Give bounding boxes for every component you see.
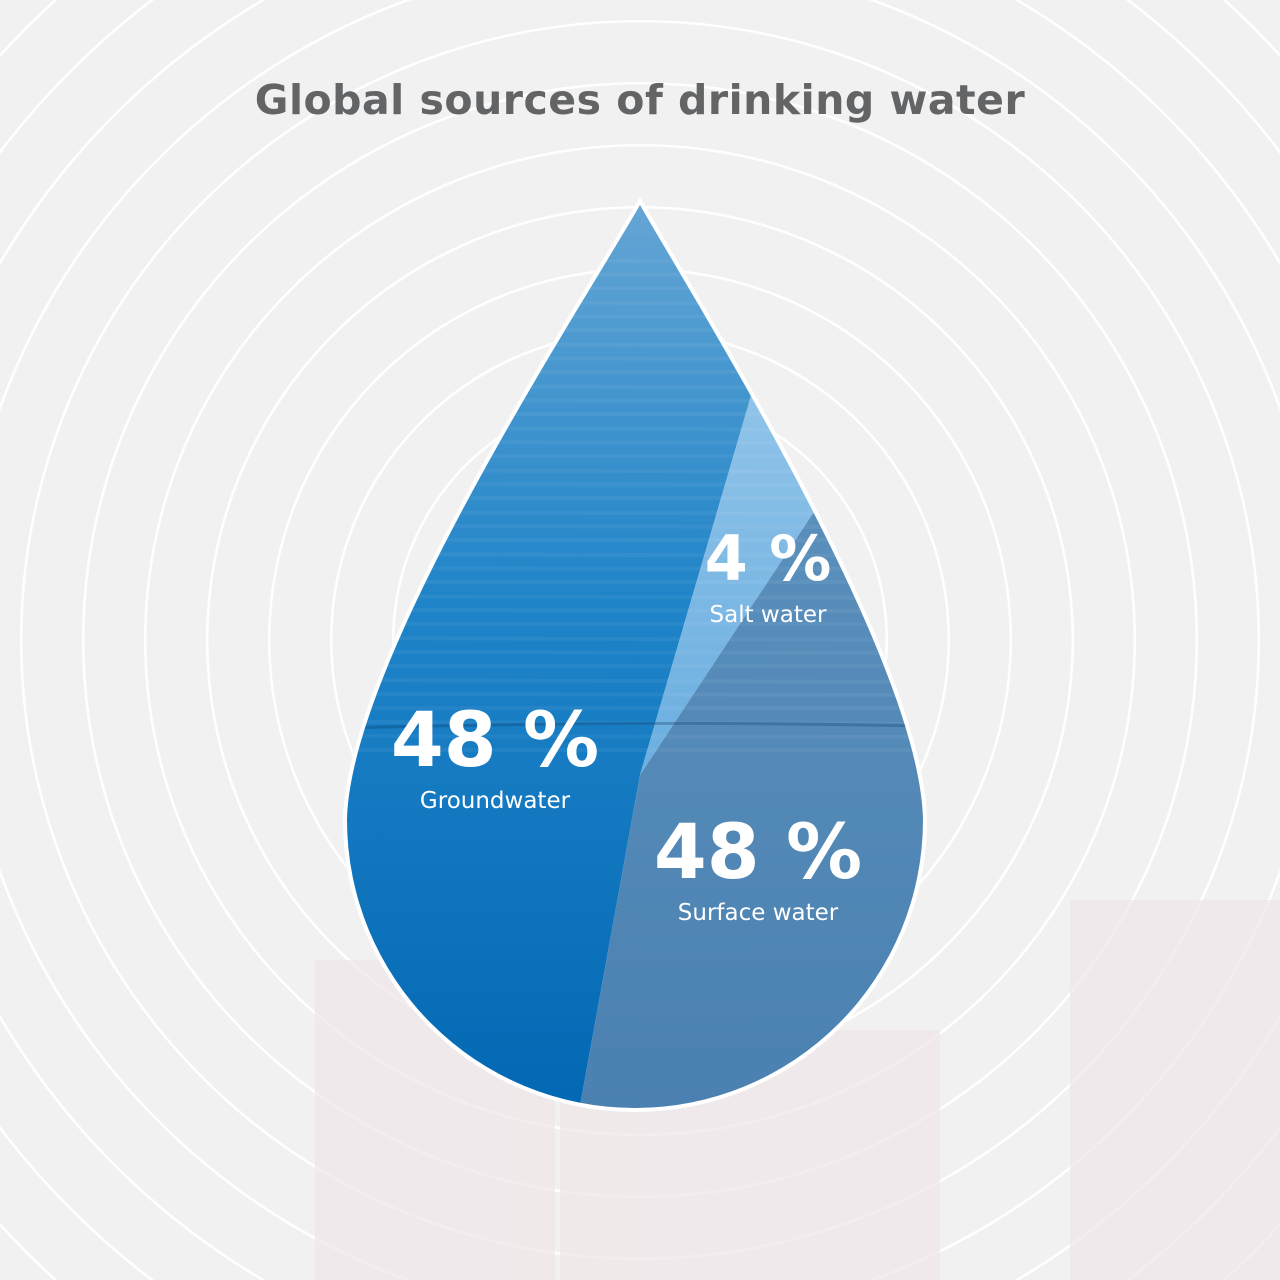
slice-label-surface-water: 48 % Surface water: [630, 807, 886, 927]
ripple: [347, 608, 923, 613]
ripple: [347, 356, 923, 361]
ripple: [347, 440, 923, 445]
chart-title: Global sources of drinking water: [254, 76, 1026, 124]
ripple: [347, 272, 923, 277]
ripple: [347, 720, 923, 726]
ripple: [347, 566, 923, 571]
slice-label-salt-water: 4 % Salt water: [680, 522, 856, 629]
ripple: [347, 258, 923, 264]
salt-water-value: 4 %: [704, 522, 832, 595]
salt-water-label: Salt water: [709, 602, 827, 628]
groundwater-label: Groundwater: [419, 788, 571, 814]
slice-label-groundwater: 48 % Groundwater: [370, 695, 620, 815]
ripple: [347, 650, 923, 655]
surface-water-label: Surface water: [677, 900, 839, 926]
ripple: [347, 398, 923, 403]
slice-surface-water: [572, 300, 923, 1108]
ripple: [347, 636, 923, 642]
ripple: [347, 594, 923, 600]
ripple: [347, 342, 923, 348]
ripple: [347, 468, 923, 474]
surface-water-value: 48 %: [653, 807, 863, 896]
ripple: [347, 678, 923, 684]
ripple: [347, 482, 923, 487]
ripple: [347, 692, 923, 697]
horizon-line: [347, 721, 923, 730]
ripple: [347, 426, 923, 432]
groundwater-value: 48 %: [390, 695, 600, 784]
ripple: [347, 300, 923, 306]
ripple: [347, 384, 923, 390]
ripple: [347, 524, 923, 529]
ripple: [347, 510, 923, 516]
ripple: [347, 314, 923, 319]
ripple: [347, 734, 923, 739]
